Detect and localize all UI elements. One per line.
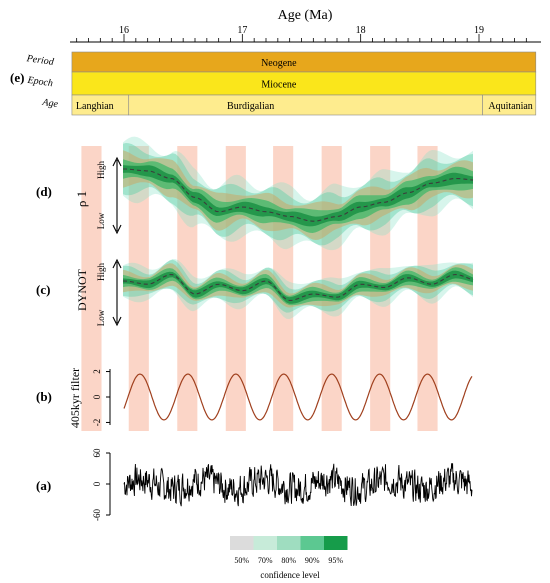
legend-title: confidence level [260, 570, 320, 580]
dynot-high-label: High [96, 263, 106, 282]
age-cell-label: Langhian [76, 101, 114, 112]
panel-label-e: (e) [10, 70, 24, 85]
panel-label-c: (c) [36, 282, 50, 297]
panel-label-d: (d) [36, 184, 52, 199]
legend-label: 95% [328, 556, 343, 565]
legend-swatch [277, 536, 301, 550]
dynot-low-label: Low [96, 309, 106, 326]
dynot-axis-label: DYNOT [75, 268, 89, 311]
rho-double-arrow [112, 156, 122, 235]
signal-line [123, 463, 473, 507]
epoch-row-label: Epoch [26, 75, 54, 90]
rho-axis-label: ρ 1 [74, 191, 89, 207]
age-tick-label: 16 [119, 25, 129, 36]
rho-high-label: High [96, 161, 106, 180]
confidence-legend: 50% 70% 80% 90% 95% confidence level [230, 536, 348, 580]
age-cell [482, 94, 537, 116]
legend-swatch [324, 536, 348, 550]
age-tick-label: 17 [237, 25, 247, 36]
legend-label: 80% [281, 556, 296, 565]
age-cell-label: Burdigalian [227, 101, 274, 112]
legend-label: 70% [258, 556, 273, 565]
dynot-median-line [122, 273, 474, 302]
axis-title-age: Age (Ma) [278, 8, 333, 23]
panel-a-signal: 60 0 -60 (a) [36, 448, 473, 521]
filter-sine-line [123, 373, 473, 421]
confidence-band-1 [123, 165, 473, 227]
legend-swatch [253, 536, 277, 550]
legend-items: 50% 70% 80% 90% 95% [230, 536, 348, 565]
legend-swatch [300, 536, 324, 550]
legend-label: 50% [234, 556, 249, 565]
filter-y-tick-label: 0 [92, 394, 102, 399]
panel-e-timescale: Age (Ma) 16 17 18 19 Neogene Period Miocene Ep… [10, 8, 541, 116]
signal-y-axis: 60 0 -60 [92, 448, 111, 521]
confidence-band-2 [123, 159, 473, 233]
highlight-band [81, 146, 102, 431]
age-cell-label: Aquitanian [488, 101, 532, 112]
dynot-double-arrow [112, 258, 122, 327]
confidence-band-3 [123, 263, 473, 308]
age-tick-group: 16 17 18 19 [70, 25, 541, 43]
confidence-band-1 [123, 270, 473, 304]
confidence-band-4 [123, 259, 473, 313]
filter-y-tick-label: 2 [92, 369, 102, 374]
filter-axis-label: 405kyr filter [68, 368, 82, 428]
age-tick-label: 18 [356, 25, 366, 36]
rho-median-line [123, 168, 474, 222]
panel-d-rho: (d) ρ 1 High Low [36, 136, 474, 251]
timescale-rows: Neogene Period Miocene Epoch Langhian Burdiga… [25, 51, 537, 116]
filter-y-axis: 2 0 -2 [92, 369, 111, 427]
legend-label: 90% [305, 556, 320, 565]
legend-swatch [230, 536, 254, 550]
period-cell [71, 51, 537, 73]
epoch-cell [71, 71, 537, 96]
age-row-label: Age [41, 97, 59, 110]
panel-label-a: (a) [36, 478, 51, 493]
rho-confidence-bands [123, 136, 473, 251]
signal-y-tick-label: 0 [92, 481, 102, 486]
panel-label-b: (b) [36, 389, 52, 404]
rho-low-label: Low [96, 212, 106, 229]
age-cell [128, 94, 483, 116]
period-row-label: Period [25, 53, 55, 68]
dynot-confidence-bands [123, 259, 473, 320]
signal-y-tick-label: 60 [92, 448, 102, 458]
confidence-band-5 [123, 259, 473, 320]
panel-c-dynot: (c) DYNOT High Low [36, 258, 474, 327]
signal-y-tick-label: -60 [92, 509, 102, 521]
panel-b-filter: 2 0 -2 (b) 405kyr filter [36, 368, 473, 428]
period-cell-label: Neogene [261, 58, 297, 69]
age-tick-label: 19 [474, 25, 484, 36]
filter-y-tick-label: -2 [92, 419, 102, 427]
epoch-cell-label: Miocene [261, 80, 297, 91]
